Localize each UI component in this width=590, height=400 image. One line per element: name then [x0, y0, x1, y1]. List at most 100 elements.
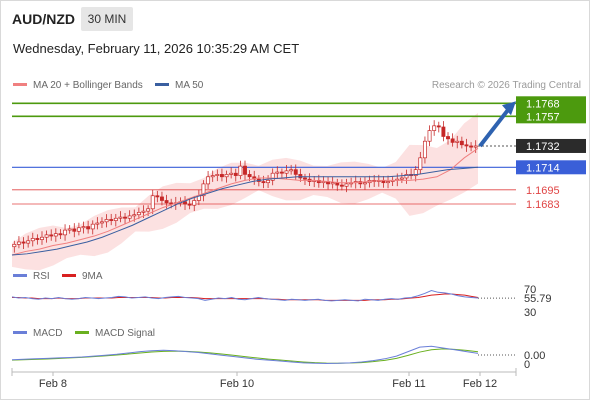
candle-body	[150, 195, 155, 210]
ma20-swatch	[13, 82, 27, 86]
candle-body	[450, 138, 455, 143]
candle-body	[58, 233, 63, 236]
macd-swatch	[13, 330, 27, 334]
candle-body	[247, 174, 252, 178]
candle-body	[441, 126, 446, 137]
candle-body	[344, 183, 349, 187]
candle-body	[238, 165, 243, 176]
macd-current-label: 0.00	[524, 350, 545, 362]
candle-body	[90, 223, 95, 230]
rsi-tick-70: 70	[524, 284, 536, 296]
credit-text: Research © 2026 Trading Central	[431, 80, 581, 91]
candle-body	[63, 229, 68, 236]
candle-body	[284, 170, 289, 174]
candle-body	[270, 172, 275, 181]
candle-body	[464, 144, 469, 147]
level-label-1.1732: 1.1732	[526, 141, 560, 153]
time-label: Feb 12	[463, 378, 497, 390]
candle-body	[243, 165, 247, 175]
level-label-1.1757: 1.1757	[526, 111, 560, 123]
datetime-label: Wednesday, February 11, 2026 10:35:29 AM…	[13, 41, 300, 56]
candle-body	[21, 241, 26, 244]
candle-body	[215, 174, 220, 176]
moving-averages-layer	[11, 101, 516, 256]
rsi-ma-legend-label: 9MA	[82, 271, 103, 282]
forecast-arrowhead	[502, 101, 516, 116]
candle-body	[436, 125, 441, 128]
level-label-1.1714: 1.1714	[526, 162, 560, 174]
bollinger-band	[12, 113, 478, 271]
candle-body	[427, 130, 432, 142]
candle-body	[192, 200, 197, 206]
candle-body	[473, 145, 478, 148]
candle-body	[303, 177, 307, 180]
legend-macd-signal: MACD Signal	[75, 328, 155, 339]
candle-body	[100, 221, 104, 224]
macd-signal-line	[11, 348, 479, 364]
candle-body	[12, 243, 17, 248]
candle-body	[26, 240, 31, 244]
candle-body	[160, 196, 164, 201]
candle-body	[16, 241, 21, 245]
candle-body	[132, 214, 137, 217]
legend-rsi: RSI	[13, 271, 50, 282]
candle-body	[72, 228, 77, 232]
candle-body	[418, 157, 423, 171]
level-label-1.1768: 1.1768	[526, 98, 560, 110]
candle-body	[275, 171, 280, 174]
level-label-1.1683: 1.1683	[526, 199, 560, 211]
ma50-legend-label: MA 50	[175, 80, 204, 91]
candle-body	[67, 228, 72, 231]
legend-ma20: MA 20 + Bollinger Bands	[13, 80, 143, 91]
legend-ma50: MA 50	[155, 80, 203, 91]
candle-body	[146, 208, 151, 212]
time-label: Feb 11	[392, 378, 425, 390]
candle-body	[187, 203, 192, 206]
candle-body	[44, 234, 49, 238]
timeframe-button[interactable]: 30 MIN	[81, 7, 133, 31]
rsi-legend-label: RSI	[33, 271, 50, 282]
candle-body	[53, 233, 58, 237]
ma50-swatch	[155, 82, 169, 86]
candle-body	[224, 174, 229, 178]
rsi-swatch	[13, 273, 27, 277]
candle-body	[289, 169, 294, 172]
candle-body	[169, 202, 174, 205]
ma50-line	[11, 166, 479, 256]
time-axis-layer: Feb 8 Feb 10 Feb 11 Feb 12	[11, 368, 517, 390]
candle-body	[49, 234, 54, 237]
candle-body	[422, 140, 427, 159]
rsi-line	[11, 290, 479, 302]
ma20-legend-label: MA 20 + Bollinger Bands	[33, 80, 143, 91]
candle-body	[261, 181, 266, 184]
candle-body	[164, 200, 169, 204]
forecast-arrow	[478, 106, 512, 148]
candle-body	[266, 179, 271, 184]
candle-body	[81, 226, 86, 229]
candle-body	[76, 227, 81, 232]
macd-signal-swatch	[75, 330, 89, 334]
ma20-line	[11, 147, 479, 256]
rsi-ma-swatch	[62, 273, 76, 277]
macd-layer: 0.000	[11, 345, 545, 371]
candle-body	[136, 211, 141, 216]
level-label-1.1695: 1.1695	[526, 185, 560, 197]
level-badge-1.1732	[516, 138, 586, 153]
legend-macd: MACD	[13, 328, 62, 339]
candle-body	[35, 238, 40, 240]
candle-body	[339, 184, 344, 187]
candle-body	[40, 236, 44, 240]
macd-line	[11, 345, 479, 364]
candle-body	[127, 215, 132, 219]
candle-body	[30, 238, 35, 242]
candle-body	[399, 177, 404, 180]
candle-body	[123, 216, 127, 219]
level-badge-1.1757	[516, 109, 586, 124]
macd-tick-0: 0	[524, 359, 530, 371]
candle-body	[95, 222, 100, 225]
level-badge-1.1768	[516, 96, 586, 111]
bollinger-band-layer	[12, 113, 478, 271]
legend-rsi-ma: 9MA	[62, 271, 103, 282]
